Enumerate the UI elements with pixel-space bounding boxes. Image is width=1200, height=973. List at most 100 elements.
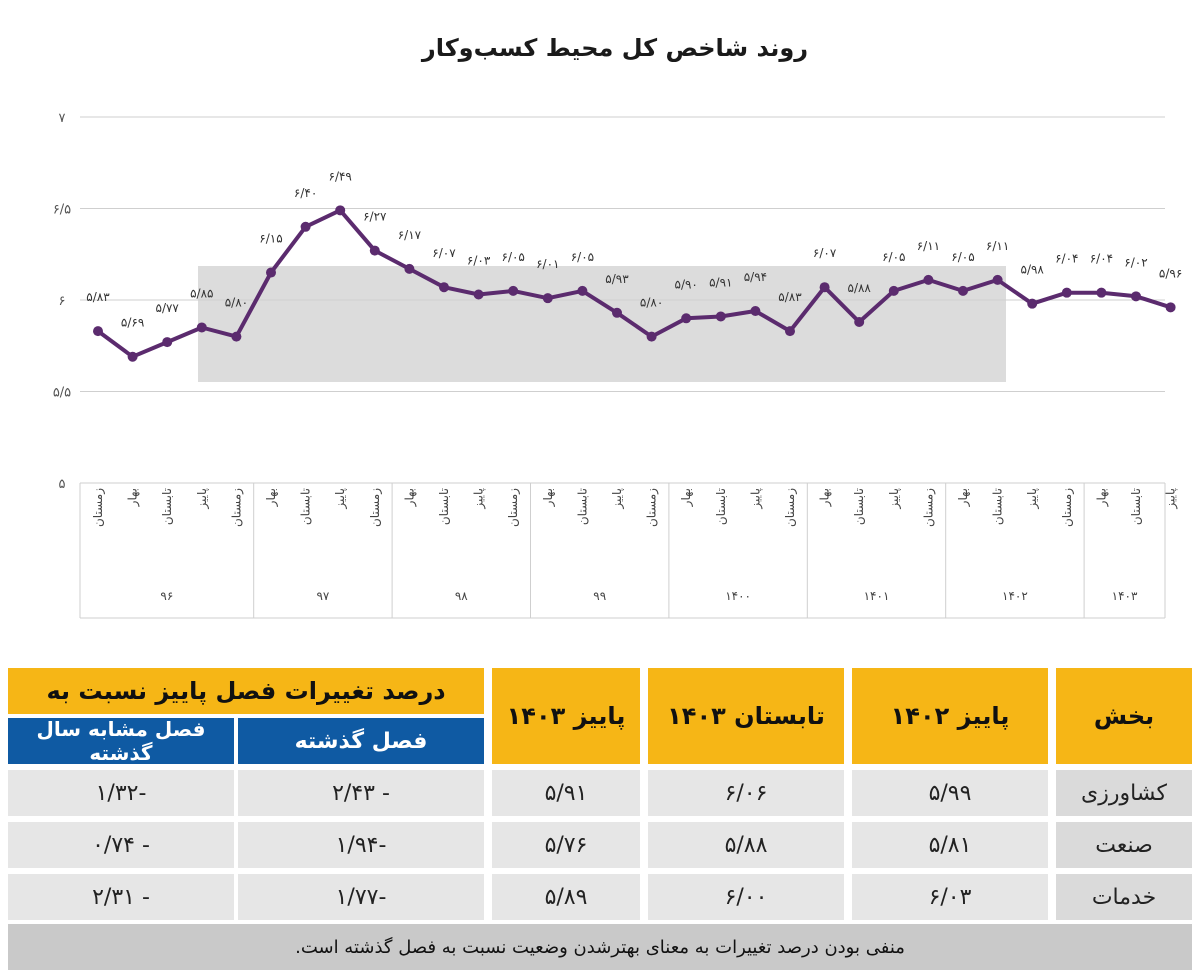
data-label: ۶/۲۷ — [363, 210, 387, 224]
data-point — [508, 285, 519, 296]
y-tick-label: ۵ — [59, 477, 66, 492]
header-prev-season: فصل گذشته — [238, 718, 484, 764]
x-tick-label: بهار — [264, 488, 279, 507]
data-point — [681, 313, 692, 324]
data-label: ۶/۱۱ — [917, 239, 940, 253]
table-note: منفی بودن درصد تغییرات به معنای بهترشدن … — [8, 924, 1192, 970]
x-tick-label: تابستان — [852, 488, 866, 525]
line-chart: روند شاخص کل محیط کسب‌وکار ۵ ۵/۵ ۶ ۶/۵ ۷ زمس… — [53, 34, 1182, 619]
x-tick-label: پاییز — [1025, 488, 1040, 510]
data-label: ۵/۸۳ — [778, 290, 802, 304]
cell-same-season-last-year: -۱/۳۲ — [8, 770, 234, 816]
x-tick-label: تابستان — [575, 488, 589, 525]
y-axis: ۵ ۵/۵ ۶ ۶/۵ ۷ — [53, 111, 71, 492]
data-point — [542, 293, 553, 304]
data-label: ۵/۸۰ — [640, 296, 663, 310]
cell-prev-season: - ۲/۴۳ — [238, 770, 484, 816]
sector-table: بخش پاییز ۱۴۰۲ تابستان ۱۴۰۳ پاییز ۱۴۰۳ د… — [0, 668, 1200, 973]
x-tick-label: زمستان — [229, 488, 244, 527]
header-same-season-last-year: فصل مشابه سال گذشته — [8, 717, 234, 765]
data-label: ۵/۶۹ — [121, 316, 144, 330]
cell-summer-1403: ۶/۰۰ — [648, 874, 844, 920]
data-point — [923, 274, 934, 285]
x-tick-label: زمستان — [921, 488, 936, 527]
data-label: ۶/۰۵ — [571, 250, 594, 264]
data-label: ۵/۹۴ — [744, 270, 767, 284]
data-point — [162, 337, 173, 348]
data-label: ۵/۹۶ — [1159, 266, 1182, 280]
y-tick-label: ۵/۵ — [53, 386, 71, 401]
x-tick-label: بهار — [402, 488, 417, 507]
cell-autumn-1402: ۶/۰۳ — [852, 874, 1048, 920]
x-tick-label: بهار — [1094, 488, 1109, 507]
header-autumn-1403: پاییز ۱۴۰۳ — [492, 668, 640, 764]
data-point — [1131, 291, 1141, 302]
cell-same-season-last-year: - ۲/۳۱ — [8, 874, 234, 920]
x-group-label: ۹۸ — [455, 589, 468, 603]
data-point — [819, 282, 830, 293]
x-tick-label: پاییز — [195, 488, 210, 510]
x-tick-label: زمستان — [783, 488, 798, 527]
x-group-label: ۱۴۰۲ — [1002, 589, 1028, 603]
y-tick-label: ۶/۵ — [53, 203, 71, 218]
cell-same-season-last-year: - ۰/۷۴ — [8, 822, 234, 868]
x-tick-label: تابستان — [714, 488, 728, 525]
data-label: ۵/۸۸ — [848, 281, 872, 295]
cell-prev-season: -۱/۷۷ — [238, 874, 484, 920]
data-point — [646, 331, 657, 342]
data-label: ۵/۸۰ — [225, 296, 248, 310]
x-group-label: ۹۶ — [160, 589, 173, 603]
data-label: ۶/۰۴ — [1055, 252, 1078, 266]
row-sector: کشاورزی — [1056, 770, 1192, 816]
data-point — [369, 245, 380, 256]
data-label: ۶/۴۰ — [294, 186, 317, 200]
data-label: ۶/۱۱ — [986, 239, 1009, 253]
x-tick-label: پاییز — [1164, 488, 1179, 510]
data-point — [854, 316, 865, 327]
x-tick-label: زمستان — [645, 488, 660, 527]
data-point — [335, 205, 346, 216]
data-point — [888, 285, 899, 296]
x-tick-label: تابستان — [160, 488, 174, 525]
data-point — [473, 289, 484, 300]
x-tick-label: زمستان — [506, 488, 521, 527]
x-tick-label: بهار — [679, 488, 694, 507]
data-point — [577, 285, 588, 296]
data-label: ۶/۰۴ — [1090, 252, 1113, 266]
x-tick-label: بهار — [126, 488, 141, 507]
data-point — [992, 274, 1003, 285]
cell-summer-1403: ۵/۸۸ — [648, 822, 844, 868]
x-tick-label: پاییز — [610, 488, 625, 510]
data-point — [1096, 287, 1107, 298]
cell-autumn-1403: ۵/۷۶ — [492, 822, 640, 868]
x-tick-label: تابستان — [991, 488, 1005, 525]
cell-autumn-1403: ۵/۸۹ — [492, 874, 640, 920]
series-line — [96, 208, 1172, 359]
watermark-band — [198, 266, 1006, 382]
x-tick-label: پاییز — [748, 488, 763, 510]
data-label: ۶/۰۷ — [813, 246, 837, 260]
x-tick-label: زمستان — [91, 488, 106, 527]
data-label: ۶/۱۵ — [259, 232, 282, 246]
data-points — [93, 205, 1176, 362]
x-group-label: ۱۴۰۱ — [864, 589, 890, 603]
row-sector: خدمات — [1056, 874, 1192, 920]
header-change-group: درصد تغییرات فصل پاییز نسبت به — [8, 668, 484, 714]
x-tick-label: تابستان — [1129, 488, 1143, 525]
data-label: ۶/۴۹ — [329, 169, 352, 183]
x-tick-label: زمستان — [1060, 488, 1075, 527]
data-label: ۵/۸۳ — [86, 290, 110, 304]
x-tick-label: بهار — [956, 488, 971, 507]
x-tick-label: پاییز — [472, 488, 487, 510]
x-tick-label: تابستان — [437, 488, 451, 525]
data-point — [785, 326, 795, 337]
cell-prev-season: -۱/۹۴ — [238, 822, 484, 868]
x-group-label: ۱۴۰۳ — [1112, 589, 1138, 603]
data-point — [1165, 302, 1176, 313]
header-autumn-1402: پاییز ۱۴۰۲ — [852, 668, 1048, 764]
data-point — [715, 311, 726, 322]
cell-autumn-1402: ۵/۸۱ — [852, 822, 1048, 868]
x-group-label: ۹۷ — [316, 589, 329, 603]
x-axis: زمستان بهار تابستان پاییز زمستان ۹۶ بهار تابستا… — [79, 482, 1179, 619]
row-sector: صنعت — [1056, 822, 1192, 868]
